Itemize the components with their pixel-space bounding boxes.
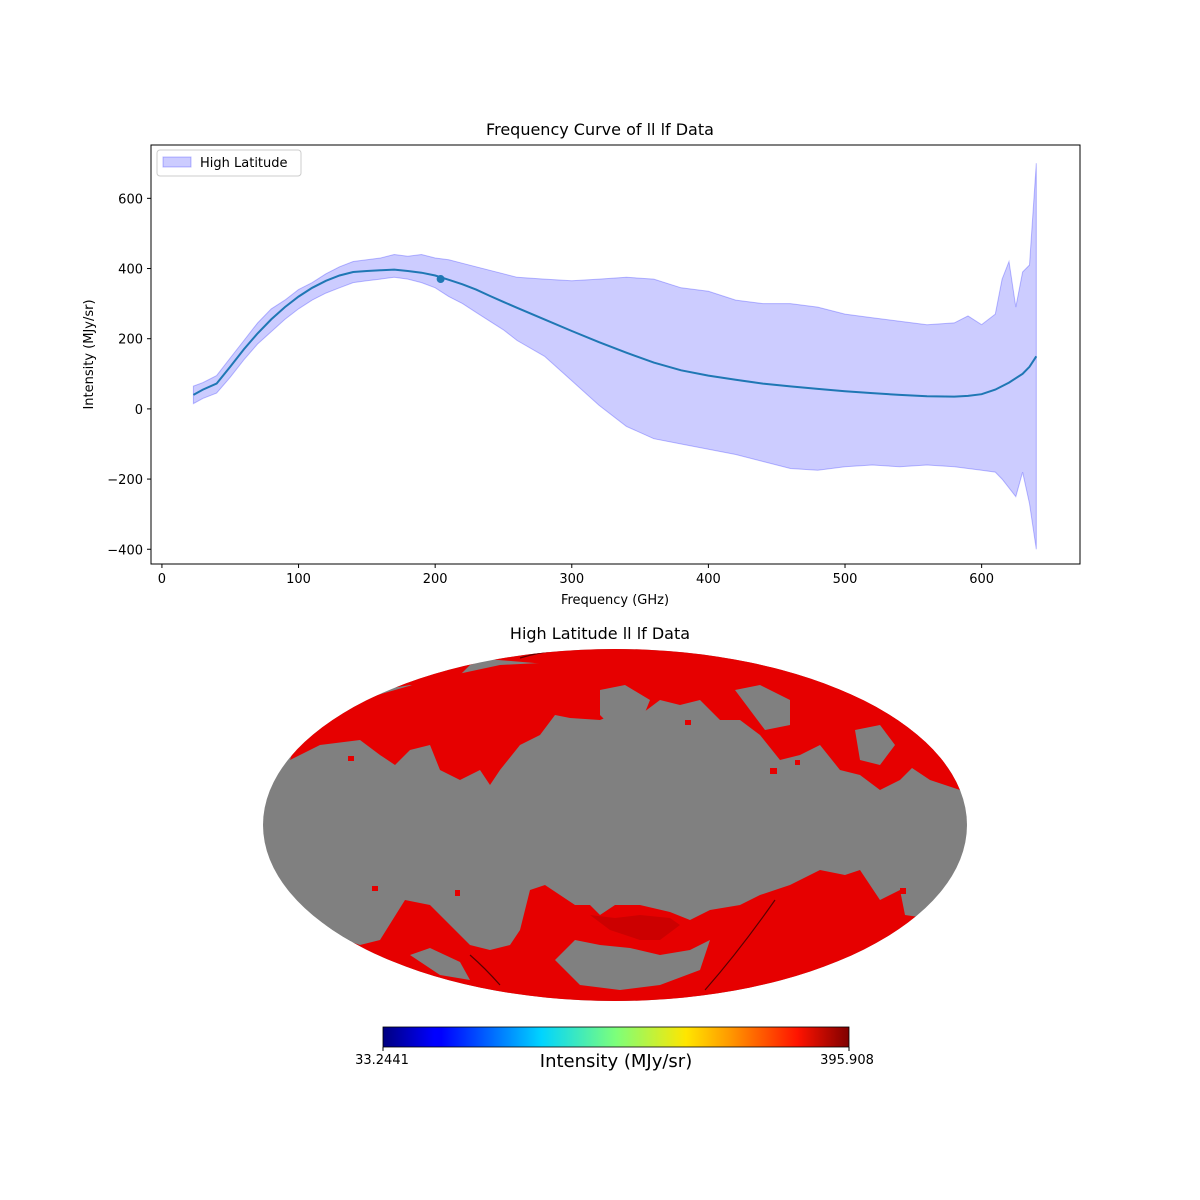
x-tick-label: 300 — [559, 572, 584, 587]
map-specks — [348, 720, 906, 896]
legend: High Latitude — [156, 149, 302, 177]
y-tick-label: 600 — [118, 192, 143, 207]
legend-swatch — [162, 156, 192, 168]
colorbar-min-label: 33.2441 — [355, 1053, 409, 1068]
frequency-curve-axes: 0 100 200 300 400 500 600 −400 −200 0 200 400 600 F… — [82, 144, 1081, 608]
y-tick-label: −400 — [107, 543, 143, 558]
x-tick-label: 500 — [833, 572, 858, 587]
x-tick-label: 0 — [158, 572, 166, 587]
y-tick-label: 0 — [135, 403, 143, 418]
colorbar-max-label: 395.908 — [820, 1053, 874, 1068]
y-axis-label: Intensity (MJy/sr) — [82, 299, 97, 409]
band-high-latitude — [192, 163, 1037, 550]
colorbar-gradient — [382, 1026, 850, 1048]
x-tick-label: 100 — [286, 572, 311, 587]
x-tick-label: 200 — [423, 572, 448, 587]
mean-intensity-line — [192, 268, 1038, 398]
y-tick-label: 400 — [118, 263, 143, 278]
y-tick-label: −200 — [107, 473, 143, 488]
map-high-latitude-regions — [263, 649, 967, 1001]
chart-title: Frequency Curve of ll lf Data — [486, 120, 714, 139]
highlight-marker — [436, 275, 445, 284]
colorbar — [382, 1026, 850, 1051]
y-tick-label: 200 — [118, 333, 143, 348]
colorbar-label: Intensity (MJy/sr) — [539, 1051, 693, 1072]
map-title: High Latitude ll lf Data — [509, 624, 691, 643]
x-axis-label: Frequency (GHz) — [561, 593, 669, 608]
x-tick-label: 600 — [969, 572, 994, 587]
plot-frame — [150, 144, 1081, 565]
legend-box — [156, 149, 302, 177]
x-tick-label: 400 — [696, 572, 721, 587]
mollweide-map — [263, 649, 967, 1001]
map-gaps — [325, 685, 895, 990]
legend-label: High Latitude — [200, 156, 288, 171]
